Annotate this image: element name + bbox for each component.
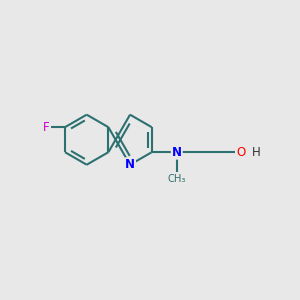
Text: N: N [125,158,135,171]
Text: F: F [43,121,50,134]
Text: N: N [172,146,182,159]
Text: H: H [252,146,261,159]
Text: O: O [236,146,245,159]
Text: CH₃: CH₃ [168,174,186,184]
